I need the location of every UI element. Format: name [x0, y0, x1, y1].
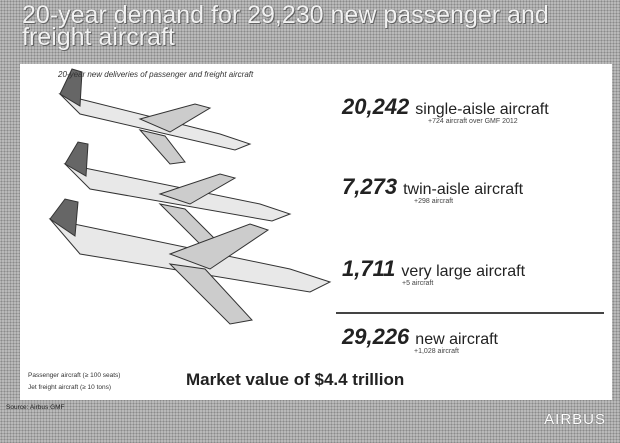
- total-label: new aircraft: [415, 331, 498, 348]
- aircraft-images: [48, 68, 332, 325]
- source: Source: Airbus GMF: [6, 404, 65, 411]
- market-value: Market value of $4.4 trillion: [186, 370, 405, 389]
- total-number: 29,226: [342, 324, 410, 349]
- item-note: +5 aircraft: [402, 280, 434, 287]
- item-label: very large aircraft: [401, 263, 526, 280]
- item-number: 7,273: [342, 174, 398, 199]
- logo: AIRBUS: [544, 411, 606, 428]
- divider: [336, 312, 604, 314]
- item: 20,242 single-aisle aircraft +724 aircraf…: [342, 94, 549, 125]
- panel: 20-year new deliveries of passenger and …: [20, 64, 612, 400]
- item: 7,273 twin-aisle aircraft +298 aircraft: [342, 174, 523, 205]
- item: 1,711 very large aircraft +5 aircraft: [342, 256, 525, 287]
- item-label: single-aisle aircraft: [415, 101, 549, 118]
- total-note: +1,028 aircraft: [414, 348, 459, 355]
- item-note: +298 aircraft: [414, 198, 454, 205]
- footnote: Passenger aircraft (≥ 100 seats): [28, 372, 121, 379]
- item-note: +724 aircraft over GMF 2012: [428, 118, 518, 125]
- title: 20-year demand for 29,230 new passenger …: [22, 1, 549, 51]
- item-number: 20,242: [342, 94, 410, 119]
- subtitle: 20-year new deliveries of passenger and …: [58, 70, 254, 79]
- footnote: Jet freight aircraft (≥ 10 tons): [28, 384, 112, 391]
- total: 29,226 new aircraft +1,028 aircraft: [342, 324, 498, 355]
- item-label: twin-aisle aircraft: [403, 181, 524, 198]
- item-number: 1,711: [342, 256, 396, 281]
